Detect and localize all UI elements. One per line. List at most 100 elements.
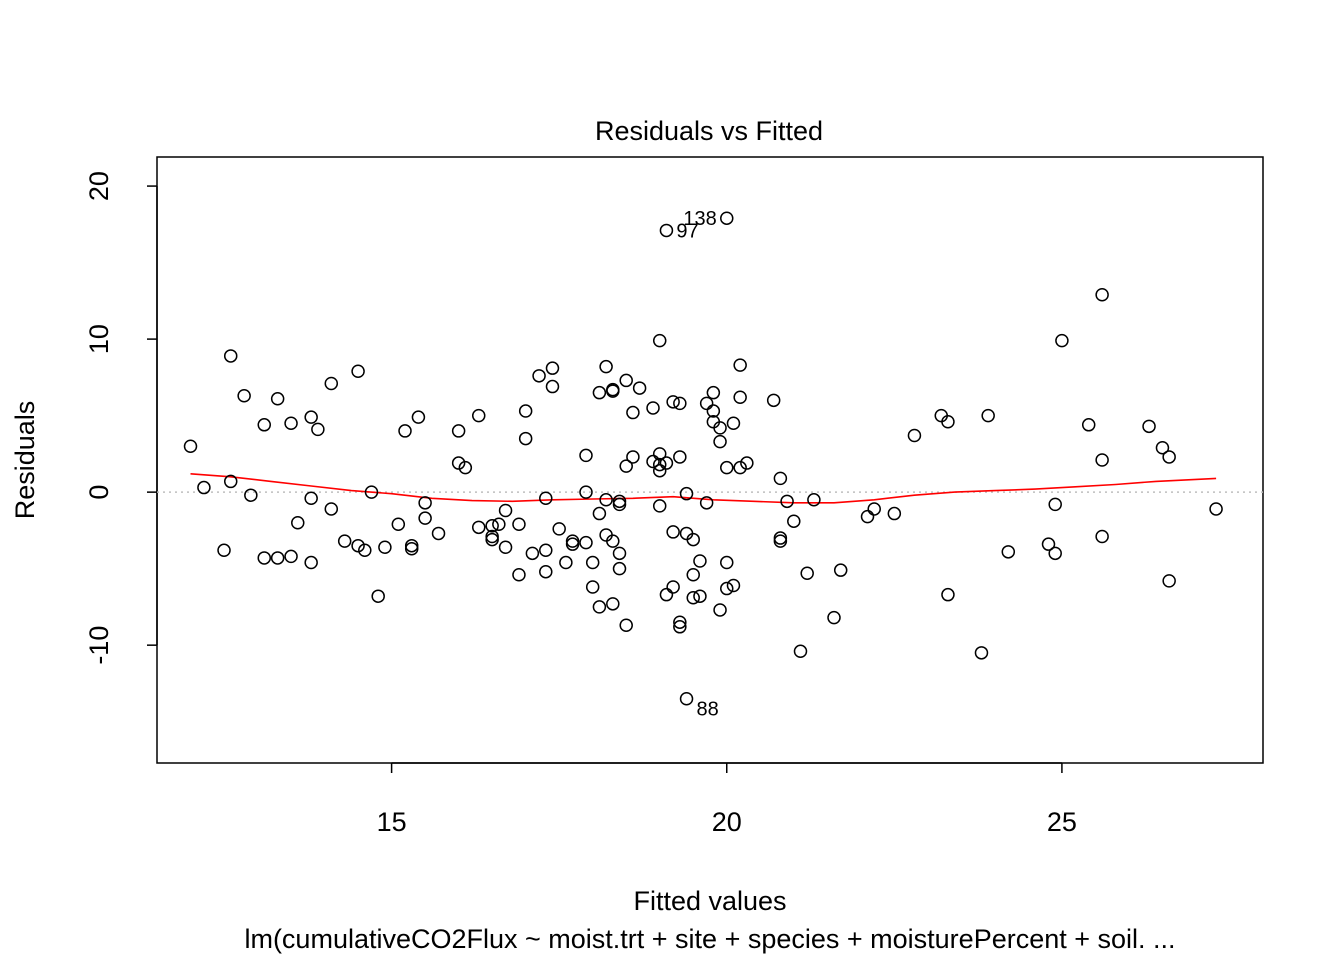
residual-point <box>907 428 922 443</box>
y-tick-label: -10 <box>84 626 114 665</box>
residual-point <box>800 566 814 580</box>
residual-point <box>545 379 560 394</box>
residual-point <box>1162 450 1176 464</box>
model-formula-subtitle: lm(cumulativeCO2Flux ~ moist.trt + site … <box>244 924 1175 954</box>
residual-point <box>585 555 600 570</box>
residual-point <box>391 517 406 532</box>
residual-point <box>565 537 580 551</box>
residual-point <box>646 454 660 469</box>
residual-point <box>679 486 694 501</box>
residual-point <box>1162 574 1176 588</box>
residual-point <box>693 554 707 568</box>
residual-point <box>981 408 995 423</box>
residual-point <box>713 434 727 449</box>
residual-point <box>404 538 419 553</box>
residual-point <box>1041 537 1056 551</box>
residual-point <box>1209 502 1223 516</box>
residual-point <box>592 506 607 521</box>
residual-point <box>431 526 446 541</box>
residual-point <box>1001 545 1016 559</box>
residual-point <box>1055 333 1069 348</box>
x-tick-label: 25 <box>1047 807 1077 837</box>
x-tick-label: 15 <box>377 807 407 837</box>
residual-point <box>673 615 687 629</box>
residual-point <box>706 404 721 418</box>
residual-point <box>686 590 700 605</box>
residual-point <box>351 364 365 378</box>
residual-point <box>612 561 627 576</box>
residual-point <box>183 439 198 453</box>
residual-point <box>612 546 627 561</box>
residual-point <box>626 450 640 464</box>
residual-point <box>833 563 848 577</box>
residual-point <box>223 474 238 489</box>
residual-point <box>552 522 566 536</box>
residual-point <box>720 211 734 225</box>
residual-point <box>223 349 238 363</box>
residual-point <box>579 485 593 499</box>
residual-point <box>498 503 513 518</box>
residual-point <box>706 385 721 400</box>
residual-point <box>713 421 727 435</box>
residual-point <box>773 534 788 548</box>
plot-frame <box>156 156 1264 764</box>
residual-point <box>807 493 821 507</box>
residual-point <box>652 499 667 513</box>
residual-point <box>398 424 412 438</box>
residual-point <box>418 511 432 525</box>
residual-point <box>720 581 734 596</box>
residual-point <box>599 359 613 374</box>
residual-point <box>525 546 540 561</box>
residual-point <box>619 618 633 633</box>
residual-point <box>492 517 506 532</box>
residual-point <box>1142 419 1156 434</box>
residual-point <box>358 543 372 558</box>
residual-point <box>659 223 674 238</box>
residual-point <box>324 376 339 391</box>
residual-point <box>485 532 499 547</box>
residual-point <box>726 578 741 593</box>
y-tick-label: 0 <box>84 485 114 500</box>
residual-point <box>606 384 620 398</box>
residual-point <box>311 422 325 437</box>
residual-point <box>284 416 298 431</box>
residual-point <box>699 396 714 411</box>
residual-point <box>740 456 754 470</box>
residual-point <box>217 543 231 558</box>
residual-point <box>257 418 271 432</box>
residual-point <box>1095 453 1109 467</box>
residual-point <box>599 493 613 507</box>
residual-point <box>780 494 794 509</box>
residual-point <box>686 568 700 582</box>
residual-point <box>733 358 747 372</box>
residual-point <box>351 538 365 553</box>
outlier-label: 88 <box>697 699 719 721</box>
residual-point <box>646 401 660 415</box>
residual-point <box>565 534 580 548</box>
residual-point <box>619 373 633 388</box>
residual-point <box>304 555 318 570</box>
residual-point <box>404 542 419 556</box>
residual-point <box>291 515 305 530</box>
residual-point <box>324 502 339 516</box>
residual-point <box>606 597 620 611</box>
residual-point <box>559 555 573 570</box>
residual-point <box>378 540 392 554</box>
residual-point <box>720 460 734 475</box>
residual-point <box>887 506 902 521</box>
residual-point <box>867 502 881 516</box>
residual-point <box>652 457 667 472</box>
residual-point <box>539 491 553 506</box>
residual-point <box>585 580 600 594</box>
residual-point <box>371 589 385 603</box>
residual-point <box>693 589 707 603</box>
residual-point <box>512 517 526 532</box>
residual-point <box>612 494 627 509</box>
residual-point <box>666 580 680 594</box>
residual-point <box>451 424 466 438</box>
residual-point <box>666 525 680 539</box>
residual-point <box>787 514 801 528</box>
residual-point <box>941 587 955 602</box>
